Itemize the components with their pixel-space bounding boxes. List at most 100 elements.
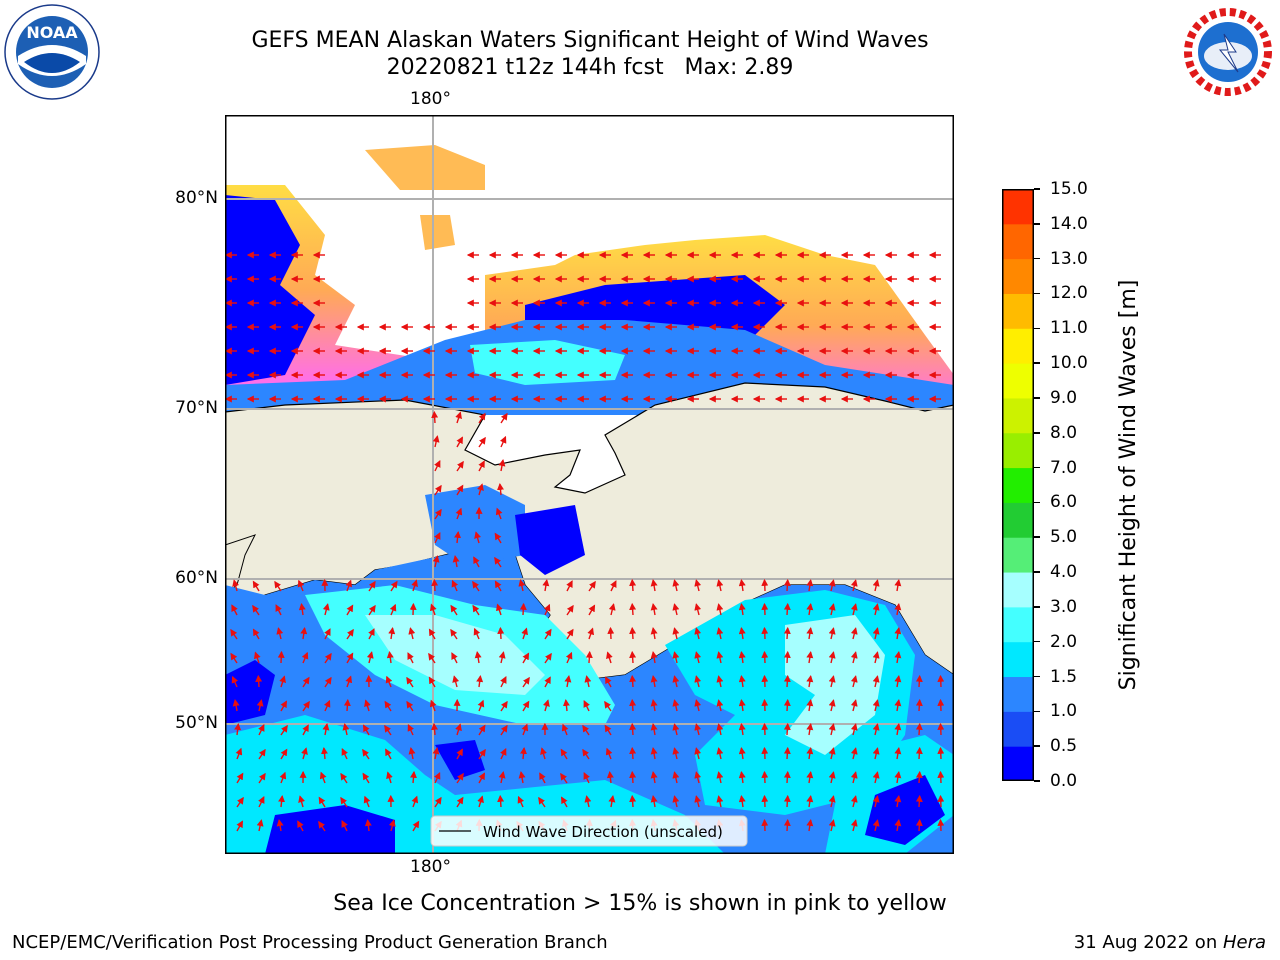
legend-text: Wind Wave Direction (unscaled) [483, 823, 723, 841]
wave-direction-arrow [941, 772, 942, 783]
wave-direction-arrow [281, 652, 282, 663]
footer-host: Hera [1223, 932, 1266, 953]
wave-direction-arrow [632, 796, 633, 807]
chart-title: GEFS MEAN Alaskan Waters Significant Hei… [0, 28, 1180, 54]
colorbar-segment [1002, 502, 1034, 537]
wave-direction-arrow [765, 748, 766, 759]
wave-direction-arrow [765, 676, 766, 687]
wave-direction-arrow [787, 676, 788, 687]
wave-direction-arrow [941, 748, 942, 759]
wave-direction-arrow [765, 820, 766, 831]
colorbar-segment [1002, 398, 1034, 433]
colorbar-tick-label: 8.0 [1050, 423, 1077, 443]
colorbar-tick-mark [1034, 606, 1040, 608]
colorbar-ticks: 0.0 0.5 1.0 1.5 2.0 3.0 4.0 5.0 6.0 7.0 8.0 9.0 10.0… [1034, 189, 1094, 781]
colorbar-segment [1002, 746, 1034, 781]
wave-direction-arrow [258, 676, 259, 687]
wave-direction-arrow [787, 748, 788, 759]
wave-direction-arrow [632, 676, 633, 687]
colorbar-segment [1002, 468, 1034, 503]
lon-label-bottom: 180° [410, 857, 451, 877]
colorbar [1002, 189, 1034, 781]
lon-label-top: 180° [410, 89, 451, 109]
colorbar-tick-mark [1034, 571, 1040, 573]
lat-label-80: 80°N [138, 188, 218, 208]
colorbar-segment [1002, 363, 1034, 398]
lat-label-60: 60°N [138, 568, 218, 588]
colorbar-tick-label: 1.0 [1050, 701, 1077, 721]
colorbar-tick-label: 13.0 [1050, 249, 1088, 269]
nws-logo [1180, 4, 1276, 100]
wave-direction-arrow [632, 724, 633, 735]
wave-direction-arrow [787, 724, 788, 735]
colorbar-tick-mark [1034, 536, 1040, 538]
colorbar-segment [1002, 259, 1034, 294]
wave-direction-arrow [919, 772, 920, 783]
wave-direction-arrow [919, 724, 920, 735]
wave-direction-arrow [941, 700, 942, 711]
colorbar-tick-label: 14.0 [1050, 214, 1088, 234]
colorbar-tick-mark [1034, 502, 1040, 504]
wave-direction-arrow [941, 724, 942, 735]
wave-direction-arrow [765, 796, 766, 807]
colorbar-tick-label: 5.0 [1050, 527, 1077, 547]
wave-direction-arrow [632, 772, 633, 783]
wave-direction-arrow [632, 628, 633, 639]
wave-direction-arrow [765, 652, 766, 663]
wave-direction-arrow [919, 796, 920, 807]
colorbar-segment [1002, 677, 1034, 712]
colorbar-tick-label: 6.0 [1050, 492, 1077, 512]
colorbar-segment [1002, 433, 1034, 468]
wave-direction-arrow [765, 604, 766, 615]
wave-direction-arrow [787, 628, 788, 639]
wave-direction-arrow [787, 796, 788, 807]
colorbar-segment [1002, 328, 1034, 363]
colorbar-tick-label: 2.0 [1050, 632, 1077, 652]
colorbar-label: Significant Height of Wind Waves [m] [1116, 185, 1142, 785]
wave-direction-arrow [941, 820, 942, 831]
colorbar-segment [1002, 607, 1034, 642]
map-panel: Wind Wave Direction (unscaled) [225, 115, 954, 854]
wave-direction-arrow [765, 580, 766, 591]
colorbar-tick-label: 0.5 [1050, 736, 1077, 756]
wave-direction-arrow [787, 700, 788, 711]
colorbar-tick-mark [1034, 188, 1040, 190]
lat-label-50: 50°N [138, 713, 218, 733]
colorbar-tick-label: 11.0 [1050, 318, 1088, 338]
colorbar-segment [1002, 711, 1034, 746]
sea-ice-caption: Sea Ice Concentration > 15% is shown in … [0, 891, 1280, 916]
footer-date: 31 Aug 2022 on [1074, 932, 1223, 953]
wave-height-map: Wind Wave Direction (unscaled) [225, 115, 954, 854]
wave-direction-arrow [632, 604, 633, 615]
colorbar-tick-label: 7.0 [1050, 458, 1077, 478]
wave-direction-arrow [632, 748, 633, 759]
wave-direction-arrow [632, 700, 633, 711]
ice-band [420, 215, 455, 250]
wave-direction-arrow [413, 772, 414, 783]
colorbar-segment [1002, 189, 1034, 224]
wave-direction-arrow [632, 652, 633, 663]
wave-direction-arrow [611, 628, 612, 639]
map-legend: Wind Wave Direction (unscaled) [431, 816, 747, 846]
colorbar-tick-label: 4.0 [1050, 562, 1077, 582]
wave-direction-arrow [765, 700, 766, 711]
footer-left: NCEP/EMC/Verification Post Processing Pr… [12, 932, 608, 953]
wave-direction-arrow [632, 580, 633, 591]
footer-right: 31 Aug 2022 on Hera [1074, 932, 1266, 953]
colorbar-tick-mark [1034, 328, 1040, 330]
wave-direction-arrow [765, 628, 766, 639]
wave-direction-arrow [434, 580, 435, 591]
lat-label-70: 70°N [138, 398, 218, 418]
wave-direction-arrow [434, 724, 435, 735]
wave-direction-arrow [500, 796, 501, 807]
wave-direction-arrow [919, 820, 920, 831]
colorbar-segment [1002, 572, 1034, 607]
wave-direction-arrow [787, 652, 788, 663]
colorbar-tick-mark [1034, 397, 1040, 399]
colorbar-tick-mark [1034, 293, 1040, 295]
colorbar-tick-label: 10.0 [1050, 353, 1088, 373]
wave-direction-arrow [434, 412, 435, 423]
colorbar-tick-mark [1034, 711, 1040, 713]
chart-subtitle: 20220821 t12z 144h fcst Max: 2.89 [0, 55, 1180, 81]
wave-direction-arrow [787, 820, 788, 831]
